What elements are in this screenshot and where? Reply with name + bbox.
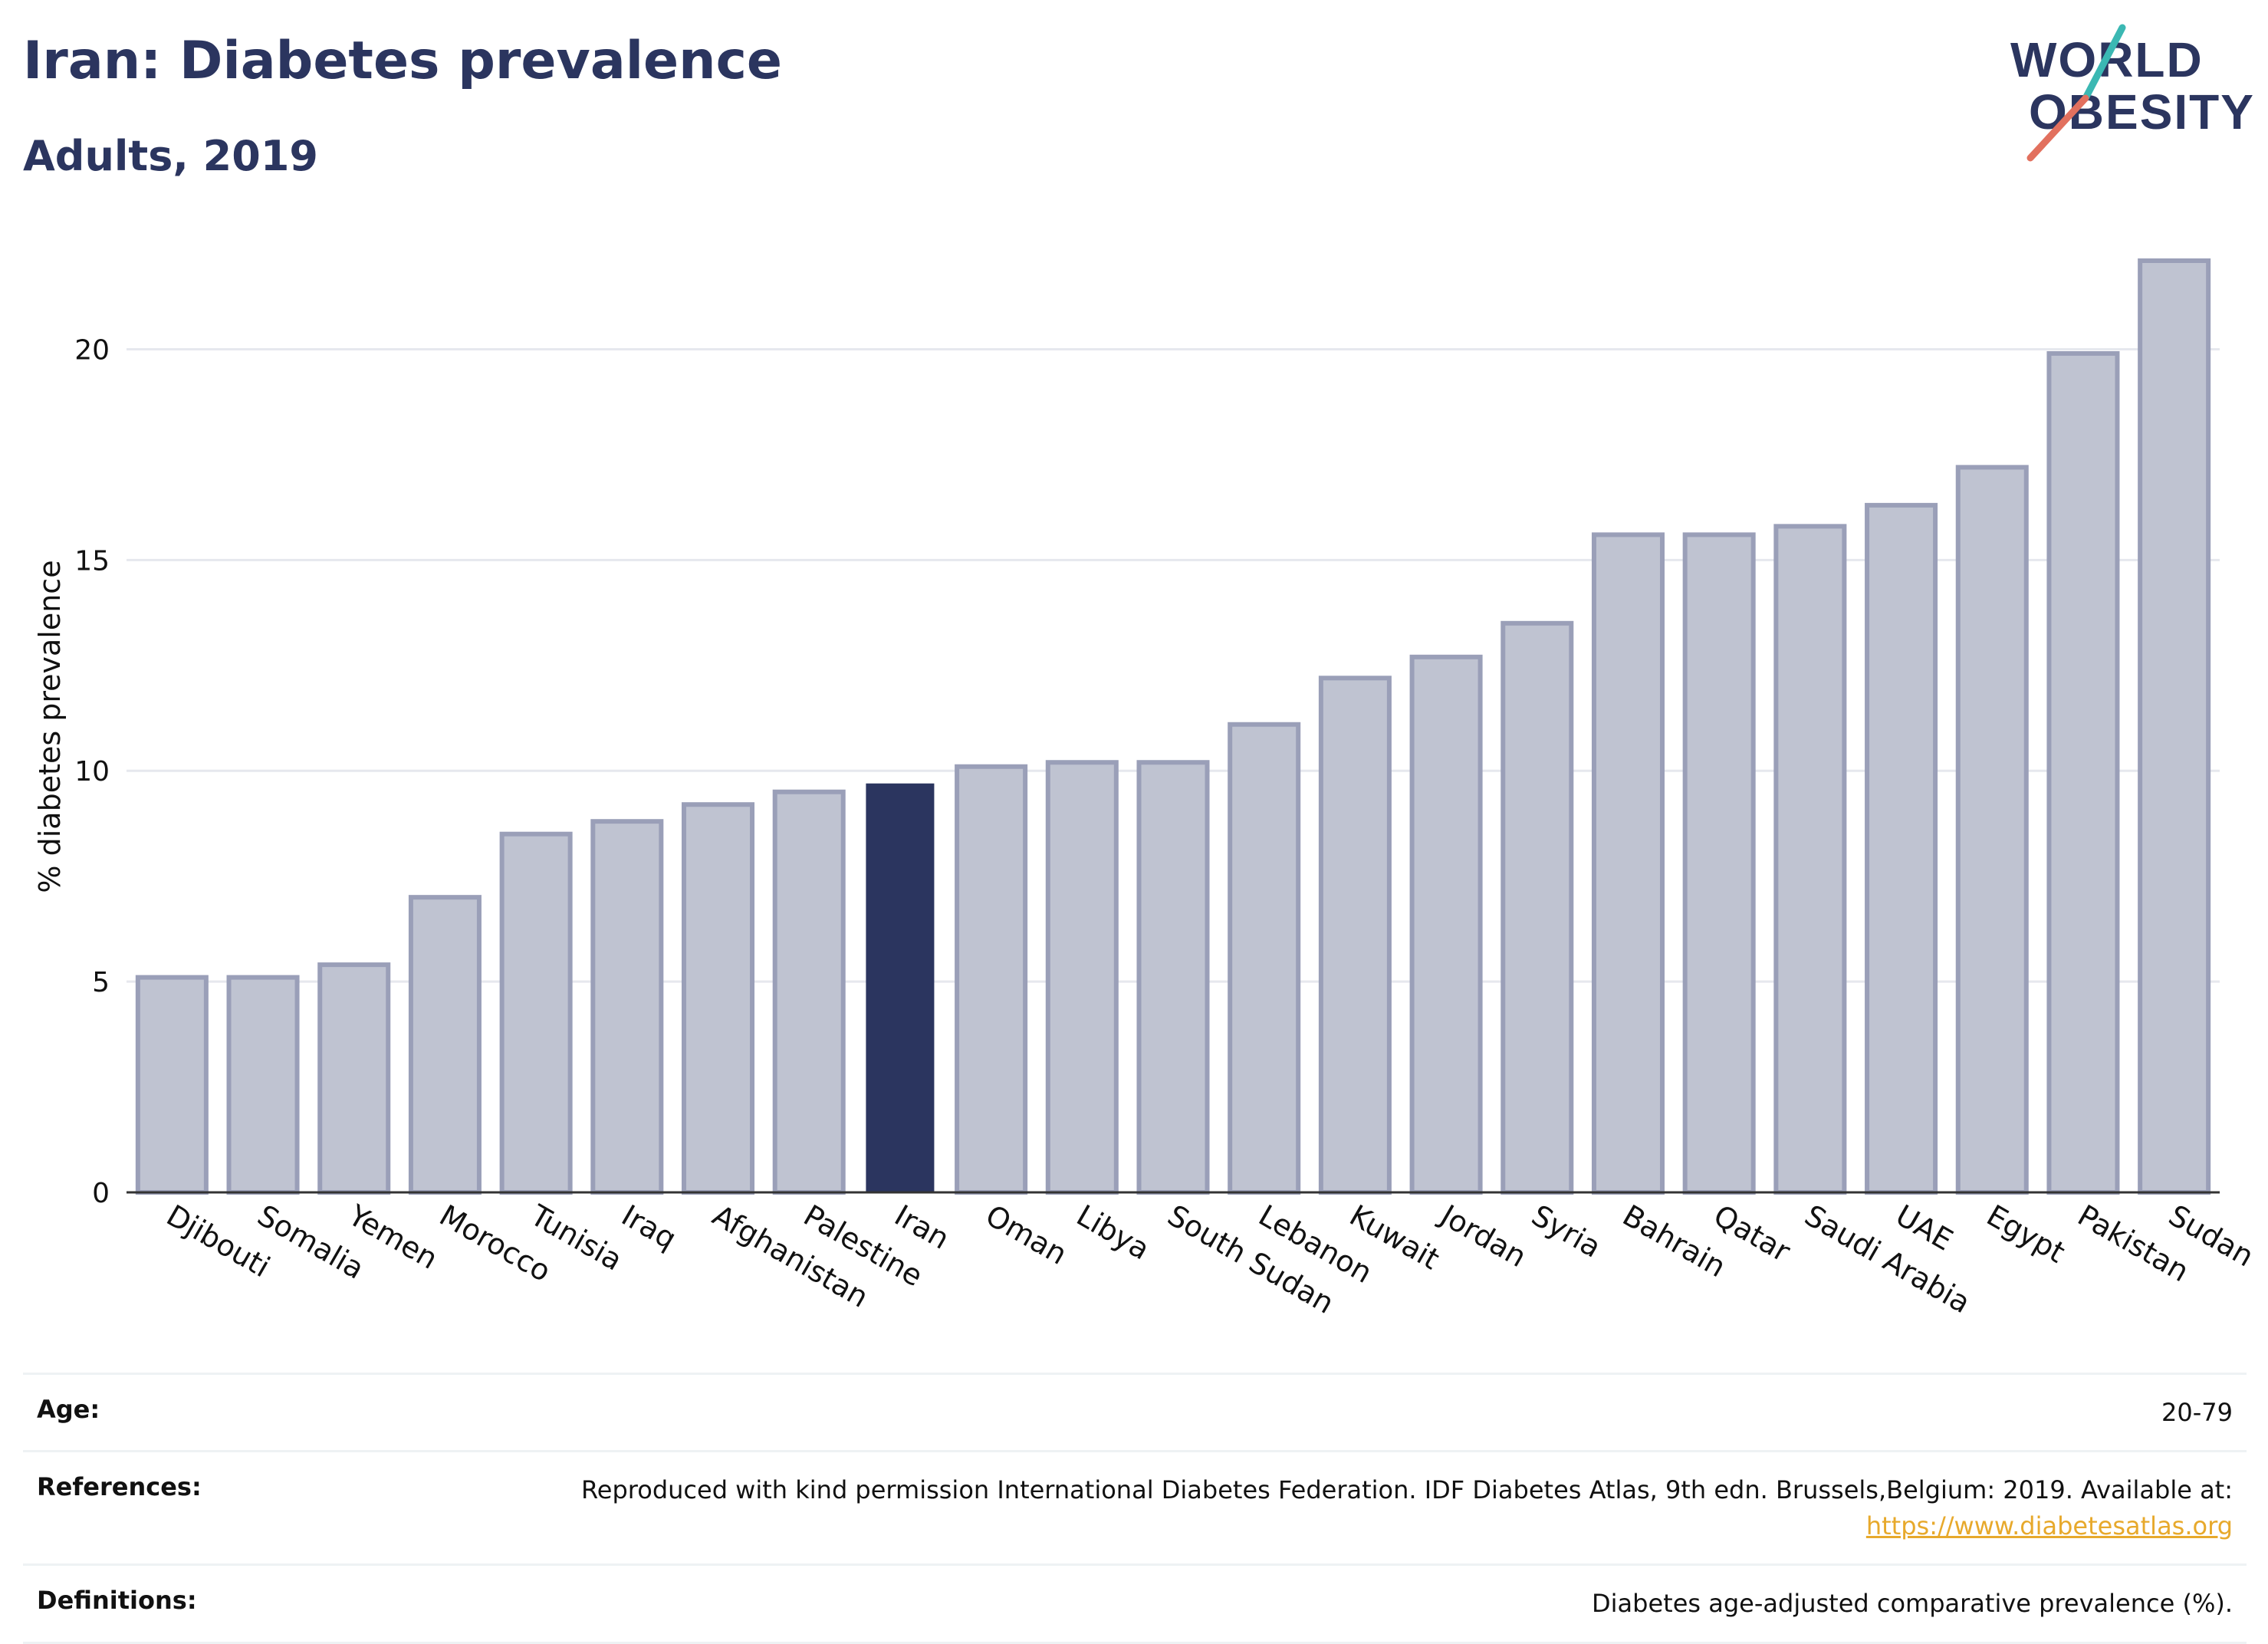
bar-saudi-arabia bbox=[1773, 524, 1847, 1195]
bar-uae bbox=[1865, 502, 1938, 1195]
logo-slash-coral bbox=[2026, 94, 2089, 162]
x-tick-label: Egypt bbox=[1981, 1198, 2071, 1270]
age-value: 20-79 bbox=[2161, 1398, 2233, 1427]
y-axis-label: % diabetes prevalence bbox=[33, 560, 67, 893]
bar-lebanon bbox=[1228, 722, 1301, 1195]
y-tick-label: 15 bbox=[74, 545, 110, 577]
bar-afghanistan bbox=[682, 802, 755, 1195]
age-label: Age: bbox=[37, 1395, 100, 1424]
bar-tunisia bbox=[499, 831, 573, 1195]
x-tick-label: Saudi Arabia bbox=[1799, 1198, 1976, 1320]
bar-iran bbox=[866, 783, 935, 1192]
info-row-definitions: Definitions: Diabetes age-adjusted compa… bbox=[23, 1563, 2247, 1644]
bar-qatar bbox=[1682, 532, 1756, 1195]
bar-libya bbox=[1045, 760, 1119, 1195]
bar-syria bbox=[1500, 620, 1574, 1195]
bar-morocco bbox=[408, 895, 482, 1195]
logo-line-2: OBESITY bbox=[2029, 84, 2254, 140]
bar-somalia bbox=[226, 975, 300, 1195]
logo-slash-teal bbox=[2082, 24, 2126, 102]
references-text: Reproduced with kind permission Internat… bbox=[580, 1475, 2233, 1505]
x-tick-label: Oman bbox=[980, 1198, 1073, 1271]
references-value: Reproduced with kind permission Internat… bbox=[581, 1472, 2233, 1544]
bar-jordan bbox=[1409, 654, 1483, 1195]
bar-egypt bbox=[1955, 465, 2029, 1195]
y-tick-label: 20 bbox=[74, 334, 110, 366]
info-table: Age: 20-79 References: Reproduced with k… bbox=[23, 1373, 2247, 1644]
x-tick-label: Syria bbox=[1526, 1198, 1606, 1264]
bar-bahrain bbox=[1591, 532, 1665, 1195]
info-row-references: References: Reproduced with kind permiss… bbox=[23, 1450, 2247, 1563]
bar-palestine bbox=[772, 789, 846, 1195]
definitions-label: Definitions: bbox=[37, 1586, 197, 1616]
y-tick-label: 10 bbox=[74, 756, 110, 787]
y-tick-label: 0 bbox=[92, 1178, 110, 1209]
bar-south-sudan bbox=[1136, 760, 1210, 1195]
references-link[interactable]: https://www.diabetesatlas.org bbox=[1865, 1511, 2233, 1540]
bar-kuwait bbox=[1318, 676, 1392, 1195]
bar-djibouti bbox=[135, 975, 209, 1195]
bar-oman bbox=[955, 764, 1028, 1195]
x-tick-label: Djibouti bbox=[161, 1198, 276, 1284]
page-subtitle: Adults, 2019 bbox=[23, 132, 318, 180]
page-title: Iran: Diabetes prevalence bbox=[23, 31, 783, 91]
bar-yemen bbox=[317, 962, 391, 1195]
info-row-age: Age: 20-79 bbox=[23, 1373, 2247, 1450]
references-label: References: bbox=[37, 1472, 202, 1502]
x-tick-label: Libya bbox=[1071, 1198, 1155, 1267]
y-axis-ticks: 0 5 10 15 20 bbox=[74, 334, 110, 1209]
bar-sudan bbox=[2138, 258, 2211, 1195]
x-tick-label: Bahrain bbox=[1617, 1198, 1731, 1284]
y-tick-label: 5 bbox=[92, 967, 110, 998]
bar-pakistan bbox=[2046, 350, 2120, 1195]
bars bbox=[135, 258, 2211, 1195]
x-tick-label: Jordan bbox=[1434, 1198, 1532, 1274]
bar-iraq bbox=[590, 819, 664, 1195]
definitions-value: Diabetes age-adjusted comparative preval… bbox=[1592, 1589, 2233, 1619]
world-obesity-logo: WORLD OBESITY bbox=[2010, 24, 2254, 162]
bar-chart: 0 5 10 15 20 DjiboutiSomaliaYemenMoroccoTuni… bbox=[33, 258, 2260, 1320]
